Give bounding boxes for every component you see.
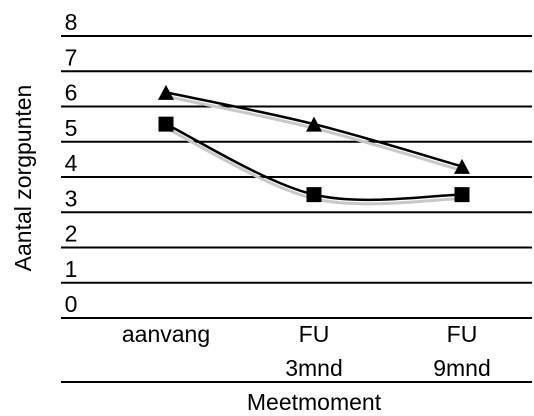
data-point-triangle (158, 84, 174, 100)
y-tick-label: 6 (65, 80, 78, 106)
y-tick-label: 1 (65, 256, 78, 282)
series-triangle (158, 84, 470, 174)
x-axis-title: Meetmoment (247, 389, 382, 415)
y-tick-label: 2 (65, 221, 78, 247)
y-tick-labels: 0 1 2 3 4 5 6 7 8 (65, 9, 78, 317)
series-square (158, 116, 470, 206)
y-tick-label: 3 (65, 185, 78, 211)
data-point-triangle (306, 116, 322, 132)
x-category-labels: aanvang FU 3mnd FU 9mnd (122, 321, 491, 381)
series-layer (158, 84, 470, 206)
data-point-square (158, 116, 174, 132)
gridlines (61, 35, 532, 319)
y-axis-title: Aantal zorgpunten (10, 85, 36, 272)
x-category-label: 3mnd (285, 355, 343, 381)
y-tick-label: 0 (65, 291, 78, 317)
x-category-label: FU (447, 321, 478, 347)
x-category-label: 9mnd (433, 355, 491, 381)
y-tick-label: 7 (65, 44, 78, 70)
x-category-label: aanvang (122, 321, 210, 347)
y-tick-label: 8 (65, 9, 78, 35)
data-point-square (454, 187, 470, 203)
y-tick-label: 5 (65, 115, 78, 141)
series-trend-line (165, 94, 463, 172)
x-category-label: FU (299, 321, 330, 347)
data-point-square (306, 187, 322, 203)
y-tick-label: 4 (65, 150, 78, 176)
data-point-triangle (454, 158, 470, 174)
